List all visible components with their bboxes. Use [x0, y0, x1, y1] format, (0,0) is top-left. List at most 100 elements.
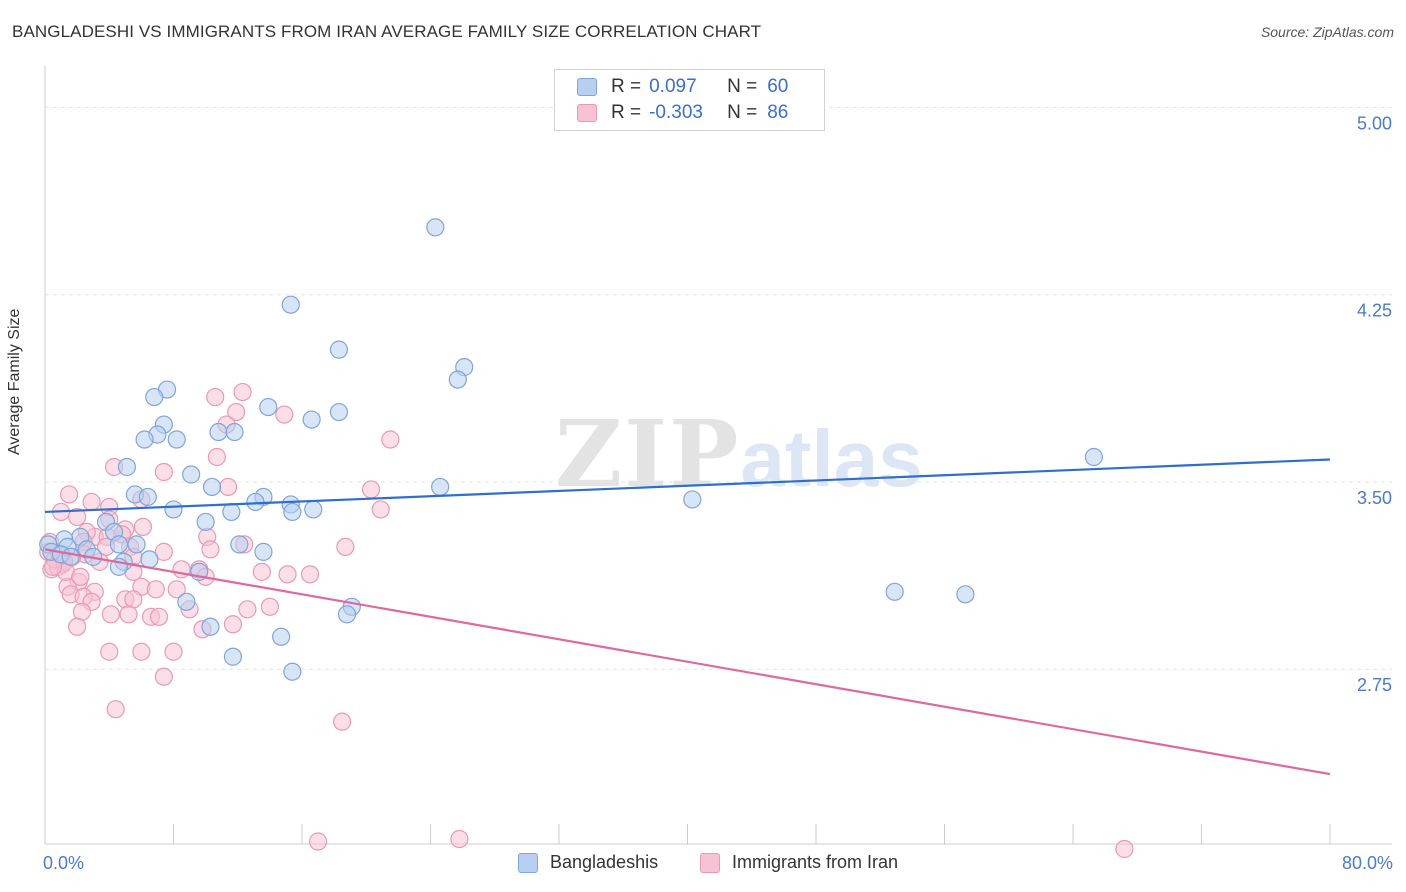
iran-point: [149, 607, 169, 626]
bangladeshi-point: [272, 627, 291, 646]
iran-point: [361, 480, 381, 499]
r-value: 0.097: [649, 76, 697, 97]
iran-point: [278, 565, 297, 584]
n-value: 86: [767, 102, 789, 123]
axes: [44, 66, 1392, 845]
trend-lines: [44, 458, 1331, 776]
y-tick-label: 3.50: [1357, 488, 1392, 508]
iran-point: [154, 667, 173, 686]
iran-point: [101, 605, 120, 624]
iran-point: [154, 542, 173, 561]
iran-point: [201, 540, 220, 559]
x-tick-labels: 0.0% 80.0%: [43, 853, 1393, 873]
iran-point: [1115, 839, 1134, 859]
bangladeshi-point: [202, 477, 222, 497]
bangladeshi-point: [448, 370, 467, 389]
blue-swatch: [518, 852, 538, 873]
legend-label-iran: Immigrants from Iran: [732, 852, 899, 872]
blue-swatch: [577, 78, 597, 96]
iran-point: [167, 580, 186, 599]
iran-point: [164, 642, 183, 661]
bangladeshi-point: [259, 397, 278, 417]
iran-point: [72, 602, 92, 621]
bangladeshi-point: [223, 647, 243, 666]
bangladeshi-point: [683, 490, 702, 509]
bangladeshi-point: [283, 502, 302, 522]
bangladeshi-trend-line: [44, 458, 1331, 514]
legend-label-bangladeshis: Bangladeshis: [550, 852, 659, 872]
series-iran-points: [39, 382, 1134, 859]
stats-legend-row-bangladeshi: R = 0.097 N = 60: [577, 75, 788, 99]
bangladeshi-point: [225, 422, 244, 442]
bangladeshi-point: [135, 430, 154, 449]
bangladeshi-point: [109, 535, 128, 554]
iran-point: [207, 447, 226, 467]
iran-point: [124, 590, 143, 609]
y-tick-label: 5.00: [1357, 113, 1392, 133]
bangladeshi-point: [177, 592, 196, 611]
iran-point: [252, 562, 271, 581]
r-value: -0.303: [649, 102, 703, 123]
bangladeshi-point: [956, 585, 975, 604]
pink-swatch: [577, 104, 597, 122]
iran-trend-line: [44, 548, 1331, 776]
iran-point: [68, 507, 87, 527]
iran-point: [275, 405, 294, 424]
bangladeshi-point: [127, 535, 146, 554]
iran-point: [333, 712, 352, 731]
bangladeshi-point: [196, 512, 215, 532]
bangladeshi-point: [304, 500, 323, 519]
legend-item-iran[interactable]: Immigrants from Iran: [700, 852, 898, 873]
iran-point: [238, 600, 257, 619]
bangladeshi-point: [329, 402, 349, 422]
bangladeshi-point: [230, 535, 249, 554]
stats-legend: R = 0.097 N = 60 R = -0.303 N = 86: [554, 69, 825, 131]
bangladeshi-point: [283, 662, 302, 681]
iran-point: [260, 597, 279, 616]
iran-point: [100, 642, 119, 661]
iran-point: [308, 832, 328, 851]
series-bangladeshi-points: [39, 218, 1103, 681]
bangladeshi-point: [145, 387, 164, 407]
r-label: R =: [611, 76, 642, 97]
bangladeshi-point: [138, 487, 157, 507]
bangladeshi-point: [885, 582, 904, 601]
iran-point: [233, 382, 252, 402]
pink-swatch: [700, 852, 720, 873]
chart-title: BANGLADESHI VS IMMIGRANTS FROM IRAN AVER…: [12, 22, 762, 41]
bangladeshi-point: [329, 340, 349, 359]
legend-item-bangladeshis[interactable]: Bangladeshis: [518, 852, 658, 873]
iran-point: [71, 567, 90, 586]
bangladeshi-point: [426, 218, 445, 237]
x-tick-label-max: 80.0%: [1342, 853, 1393, 873]
series-legend: Bangladeshis Immigrants from Iran: [0, 852, 1406, 878]
iran-point: [227, 402, 246, 422]
x-tick-label-min: 0.0%: [43, 853, 84, 873]
stats-legend-row-iran: R = -0.303 N = 86: [577, 101, 788, 125]
n-label: N =: [727, 76, 758, 97]
iran-point: [119, 605, 138, 624]
iran-point: [82, 492, 101, 512]
iran-point: [132, 642, 151, 661]
y-tick-label: 4.25: [1357, 301, 1392, 321]
iran-point: [106, 700, 125, 719]
bangladeshi-point: [246, 492, 265, 512]
bangladeshi-point: [167, 430, 186, 449]
bangladeshi-point: [431, 477, 450, 497]
source-label: Source: ZipAtlas.com: [1260, 24, 1394, 40]
iran-point: [381, 430, 400, 449]
bangladeshi-point: [222, 502, 241, 522]
bangladeshi-point: [61, 547, 80, 566]
iran-point: [133, 517, 153, 537]
iran-point: [371, 500, 390, 519]
bangladeshi-point: [281, 295, 300, 314]
bangladeshi-point: [117, 457, 137, 477]
bangladeshi-point: [182, 465, 201, 484]
iran-point: [154, 462, 173, 482]
y-tick-label: 2.75: [1357, 675, 1392, 695]
r-label: R =: [611, 102, 642, 123]
bangladeshi-point: [337, 605, 357, 624]
y-tick-labels: 2.75 3.50 4.25 5.00: [1357, 113, 1392, 695]
n-value: 60: [767, 76, 789, 97]
